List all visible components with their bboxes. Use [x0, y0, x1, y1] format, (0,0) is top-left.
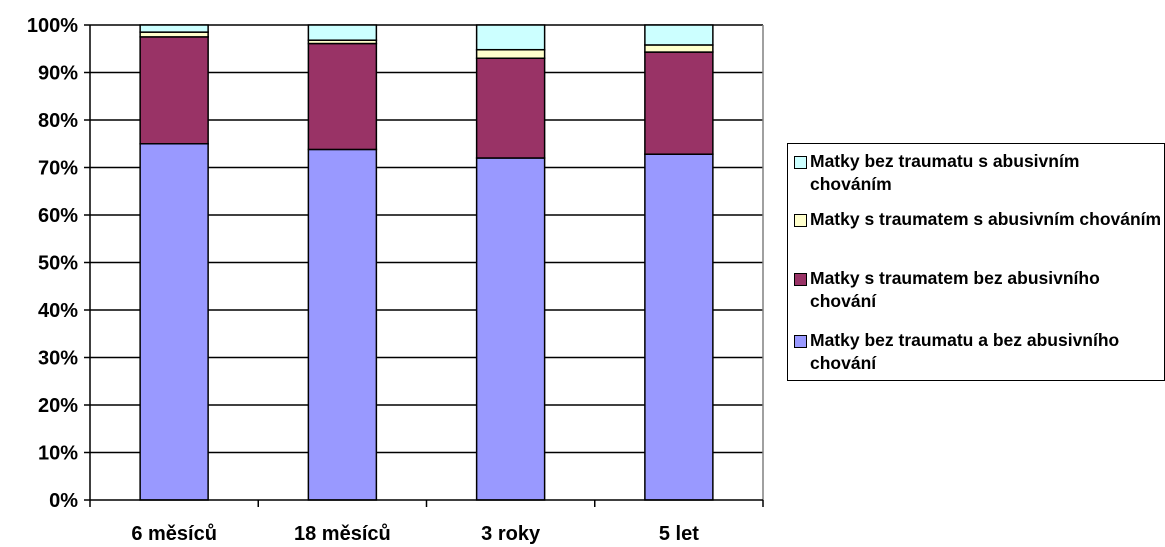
legend: Matky bez traumatu s abusivním chováním …	[787, 143, 1165, 381]
legend-item-trauma-abusive: Matky s traumatem s abusivním chováním	[794, 208, 1162, 231]
bar-segment	[644, 44, 714, 53]
y-tick-label: 100%	[27, 15, 78, 37]
bar-segment	[139, 36, 209, 145]
bar-segment	[475, 57, 546, 159]
bar-segment	[307, 24, 378, 41]
legend-swatch	[794, 335, 807, 348]
y-tick-label: 90%	[38, 63, 78, 85]
bar-segment	[307, 148, 378, 501]
x-tick-label: 18 měsíců	[294, 523, 391, 545]
x-tick-label: 6 měsíců	[131, 523, 217, 545]
legend-swatch	[794, 214, 807, 227]
legend-swatch	[794, 273, 807, 286]
legend-item-no-trauma-abusive: Matky bez traumatu s abusivním chováním	[794, 150, 1162, 196]
bar-segment	[307, 42, 378, 151]
y-tick-label: 70%	[38, 158, 78, 180]
x-tick-label: 5 let	[659, 523, 699, 545]
y-tick-label: 40%	[38, 300, 78, 322]
y-tick-label: 10%	[38, 443, 78, 465]
legend-label: Matky bez traumatu s abusivním chováním	[810, 151, 1080, 194]
bar-segment	[139, 24, 209, 33]
y-tick-label: 20%	[38, 395, 78, 417]
tick-labels: 0% 10% 20% 30% 40% 50% 60% 70% 80% 90% 100% 6 měsíc…	[27, 15, 699, 545]
legend-item-no-trauma-no-abusive: Matky bez traumatu a bez abusivního chov…	[794, 329, 1162, 375]
bar-segment	[644, 24, 714, 46]
legend-label: Matky bez traumatu a bez abusivního chov…	[810, 330, 1120, 373]
bar-segment	[475, 48, 546, 60]
y-tick-label: 80%	[38, 110, 78, 132]
legend-label: Matky s traumatem bez abusivního chování	[810, 268, 1100, 311]
bar-segment	[475, 24, 546, 51]
bars	[139, 24, 714, 501]
bar-segment	[644, 51, 714, 155]
bar-segment	[644, 153, 714, 501]
y-tick-label: 0%	[49, 490, 78, 512]
y-tick-label: 30%	[38, 348, 78, 370]
legend-swatch	[794, 156, 807, 169]
y-tick-label: 60%	[38, 205, 78, 227]
legend-label: Matky s traumatem s abusivním chováním	[810, 209, 1162, 229]
axes	[84, 24, 764, 507]
bar-segment	[139, 143, 209, 501]
y-tick-label: 50%	[38, 253, 78, 275]
x-tick-label: 3 roky	[481, 523, 541, 545]
bar-segment	[475, 157, 546, 501]
legend-item-trauma-no-abusive: Matky s traumatem bez abusivního chování	[794, 267, 1162, 313]
